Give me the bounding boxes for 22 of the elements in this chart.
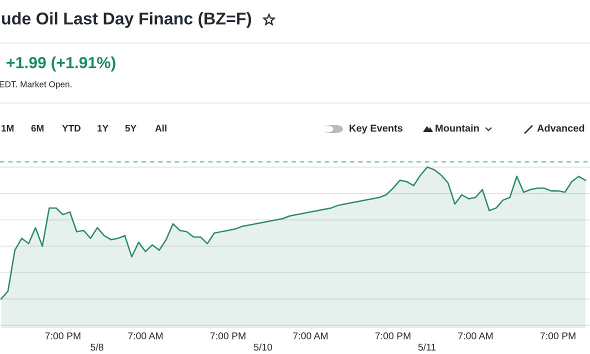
text: 5/11 (418, 343, 436, 351)
text: 5/8 (90, 343, 104, 351)
chart-subtitle: +1.99 (+1.91%) (6, 56, 116, 72)
chart-title: ude Oil Last Day Financ (BZ=F) (2, 12, 252, 28)
x-tick-label: 7:00 AM (458, 332, 493, 340)
x-tick-label: 7:00 AM (128, 332, 163, 340)
x-tick-label: 7:00 PM (540, 332, 576, 340)
x-tick-label: 7:00 PM (45, 332, 80, 340)
x-tick-label: 7:00 PM (375, 332, 410, 340)
text: All (155, 124, 166, 132)
text: YTD (62, 124, 80, 132)
text: 5Y (125, 124, 136, 132)
text: Mountain (436, 124, 479, 132)
text: Key Events (350, 124, 403, 134)
text: 1M (2, 124, 14, 132)
text: EDT. Market Open. (0, 80, 72, 90)
x-tick-label: 7:00 PM (210, 332, 246, 340)
text: 6M (31, 124, 44, 132)
text: Advanced (537, 124, 584, 132)
text: 5/10 (254, 343, 272, 351)
text: 1Y (98, 124, 108, 132)
x-tick-label: 7:00 AM (293, 332, 328, 340)
